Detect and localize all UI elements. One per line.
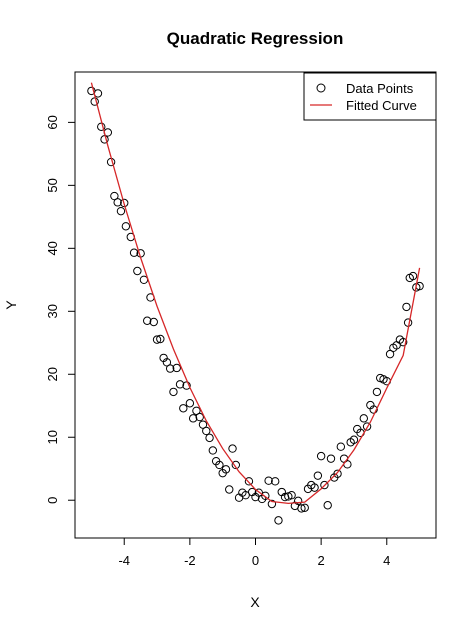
y-axis: 0 10 20 30 40 50 60 xyxy=(45,115,75,504)
data-point xyxy=(287,490,296,500)
legend-label-fitted-curve: Fitted Curve xyxy=(346,98,417,113)
data-point xyxy=(333,469,342,478)
data-point xyxy=(149,317,158,327)
data-point xyxy=(100,135,109,144)
data-point xyxy=(113,198,122,207)
data-point xyxy=(336,442,346,451)
data-point xyxy=(116,206,126,216)
data-point xyxy=(326,454,336,463)
data-point xyxy=(274,516,283,525)
data-point xyxy=(221,465,231,474)
data-point xyxy=(362,422,372,431)
data-point xyxy=(316,451,326,461)
data-point xyxy=(139,275,149,285)
data-point xyxy=(310,483,319,492)
data-point xyxy=(402,302,411,312)
data-point xyxy=(152,335,162,344)
data-point xyxy=(320,480,329,490)
data-point xyxy=(313,471,323,480)
data-point xyxy=(323,501,332,510)
data-point xyxy=(172,363,181,373)
data-point xyxy=(403,318,413,327)
data-point xyxy=(156,334,165,344)
data-point xyxy=(188,414,198,423)
data-point xyxy=(244,477,254,486)
x-axis: -4 -2 0 2 4 xyxy=(118,538,390,568)
y-tick-label: 20 xyxy=(45,367,60,381)
data-point xyxy=(179,404,188,413)
data-point xyxy=(182,381,191,390)
chart-title: Quadratic Regression xyxy=(167,29,344,48)
data-point xyxy=(208,446,218,455)
x-tick-label: 0 xyxy=(252,553,259,568)
legend: Data Points Fitted Curve xyxy=(303,72,437,121)
data-point xyxy=(241,490,250,500)
legend-marker-data-points xyxy=(316,83,326,93)
data-point xyxy=(297,504,306,513)
data-point xyxy=(225,485,234,494)
x-tick-label: -2 xyxy=(184,553,196,568)
data-point xyxy=(120,198,129,208)
data-point xyxy=(293,496,303,506)
x-tick-label: -4 xyxy=(118,553,130,568)
fitted-curve-line xyxy=(90,82,421,505)
x-axis-label: X xyxy=(250,594,260,610)
data-point xyxy=(300,503,309,512)
data-point xyxy=(369,405,378,414)
data-point xyxy=(261,491,270,501)
data-point xyxy=(270,477,280,486)
data-point xyxy=(349,435,359,444)
data-point xyxy=(215,460,224,470)
y-tick-label: 60 xyxy=(45,115,60,129)
y-axis-label: Y xyxy=(3,300,19,310)
data-point xyxy=(264,476,273,485)
plot-area xyxy=(87,82,424,525)
data-point xyxy=(97,122,106,131)
data-point xyxy=(359,414,368,423)
data-point xyxy=(205,433,214,443)
data-point xyxy=(90,97,99,106)
y-tick-label: 50 xyxy=(45,178,60,192)
data-point xyxy=(165,364,175,373)
x-tick-label: 2 xyxy=(318,553,325,568)
plot-frame xyxy=(74,71,437,539)
x-tick-label: 4 xyxy=(383,553,390,568)
data-point xyxy=(339,454,349,463)
data-point xyxy=(185,399,195,408)
data-point xyxy=(195,412,204,422)
data-point xyxy=(175,380,185,389)
data-point xyxy=(133,266,142,276)
y-tick-label: 10 xyxy=(45,430,60,444)
legend-box xyxy=(303,72,437,121)
data-point xyxy=(228,444,237,453)
data-point xyxy=(143,316,152,325)
y-tick-label: 40 xyxy=(45,241,60,255)
data-point xyxy=(267,499,277,509)
y-tick-label: 0 xyxy=(45,497,60,504)
data-point xyxy=(408,271,418,281)
data-point xyxy=(121,222,131,231)
data-point xyxy=(169,387,178,397)
legend-label-data-points: Data Points xyxy=(346,81,414,96)
data-point xyxy=(129,248,139,257)
y-tick-label: 30 xyxy=(45,304,60,318)
data-point xyxy=(398,337,408,347)
data-point xyxy=(372,387,382,397)
data-point xyxy=(231,460,241,470)
data-point xyxy=(202,426,211,436)
